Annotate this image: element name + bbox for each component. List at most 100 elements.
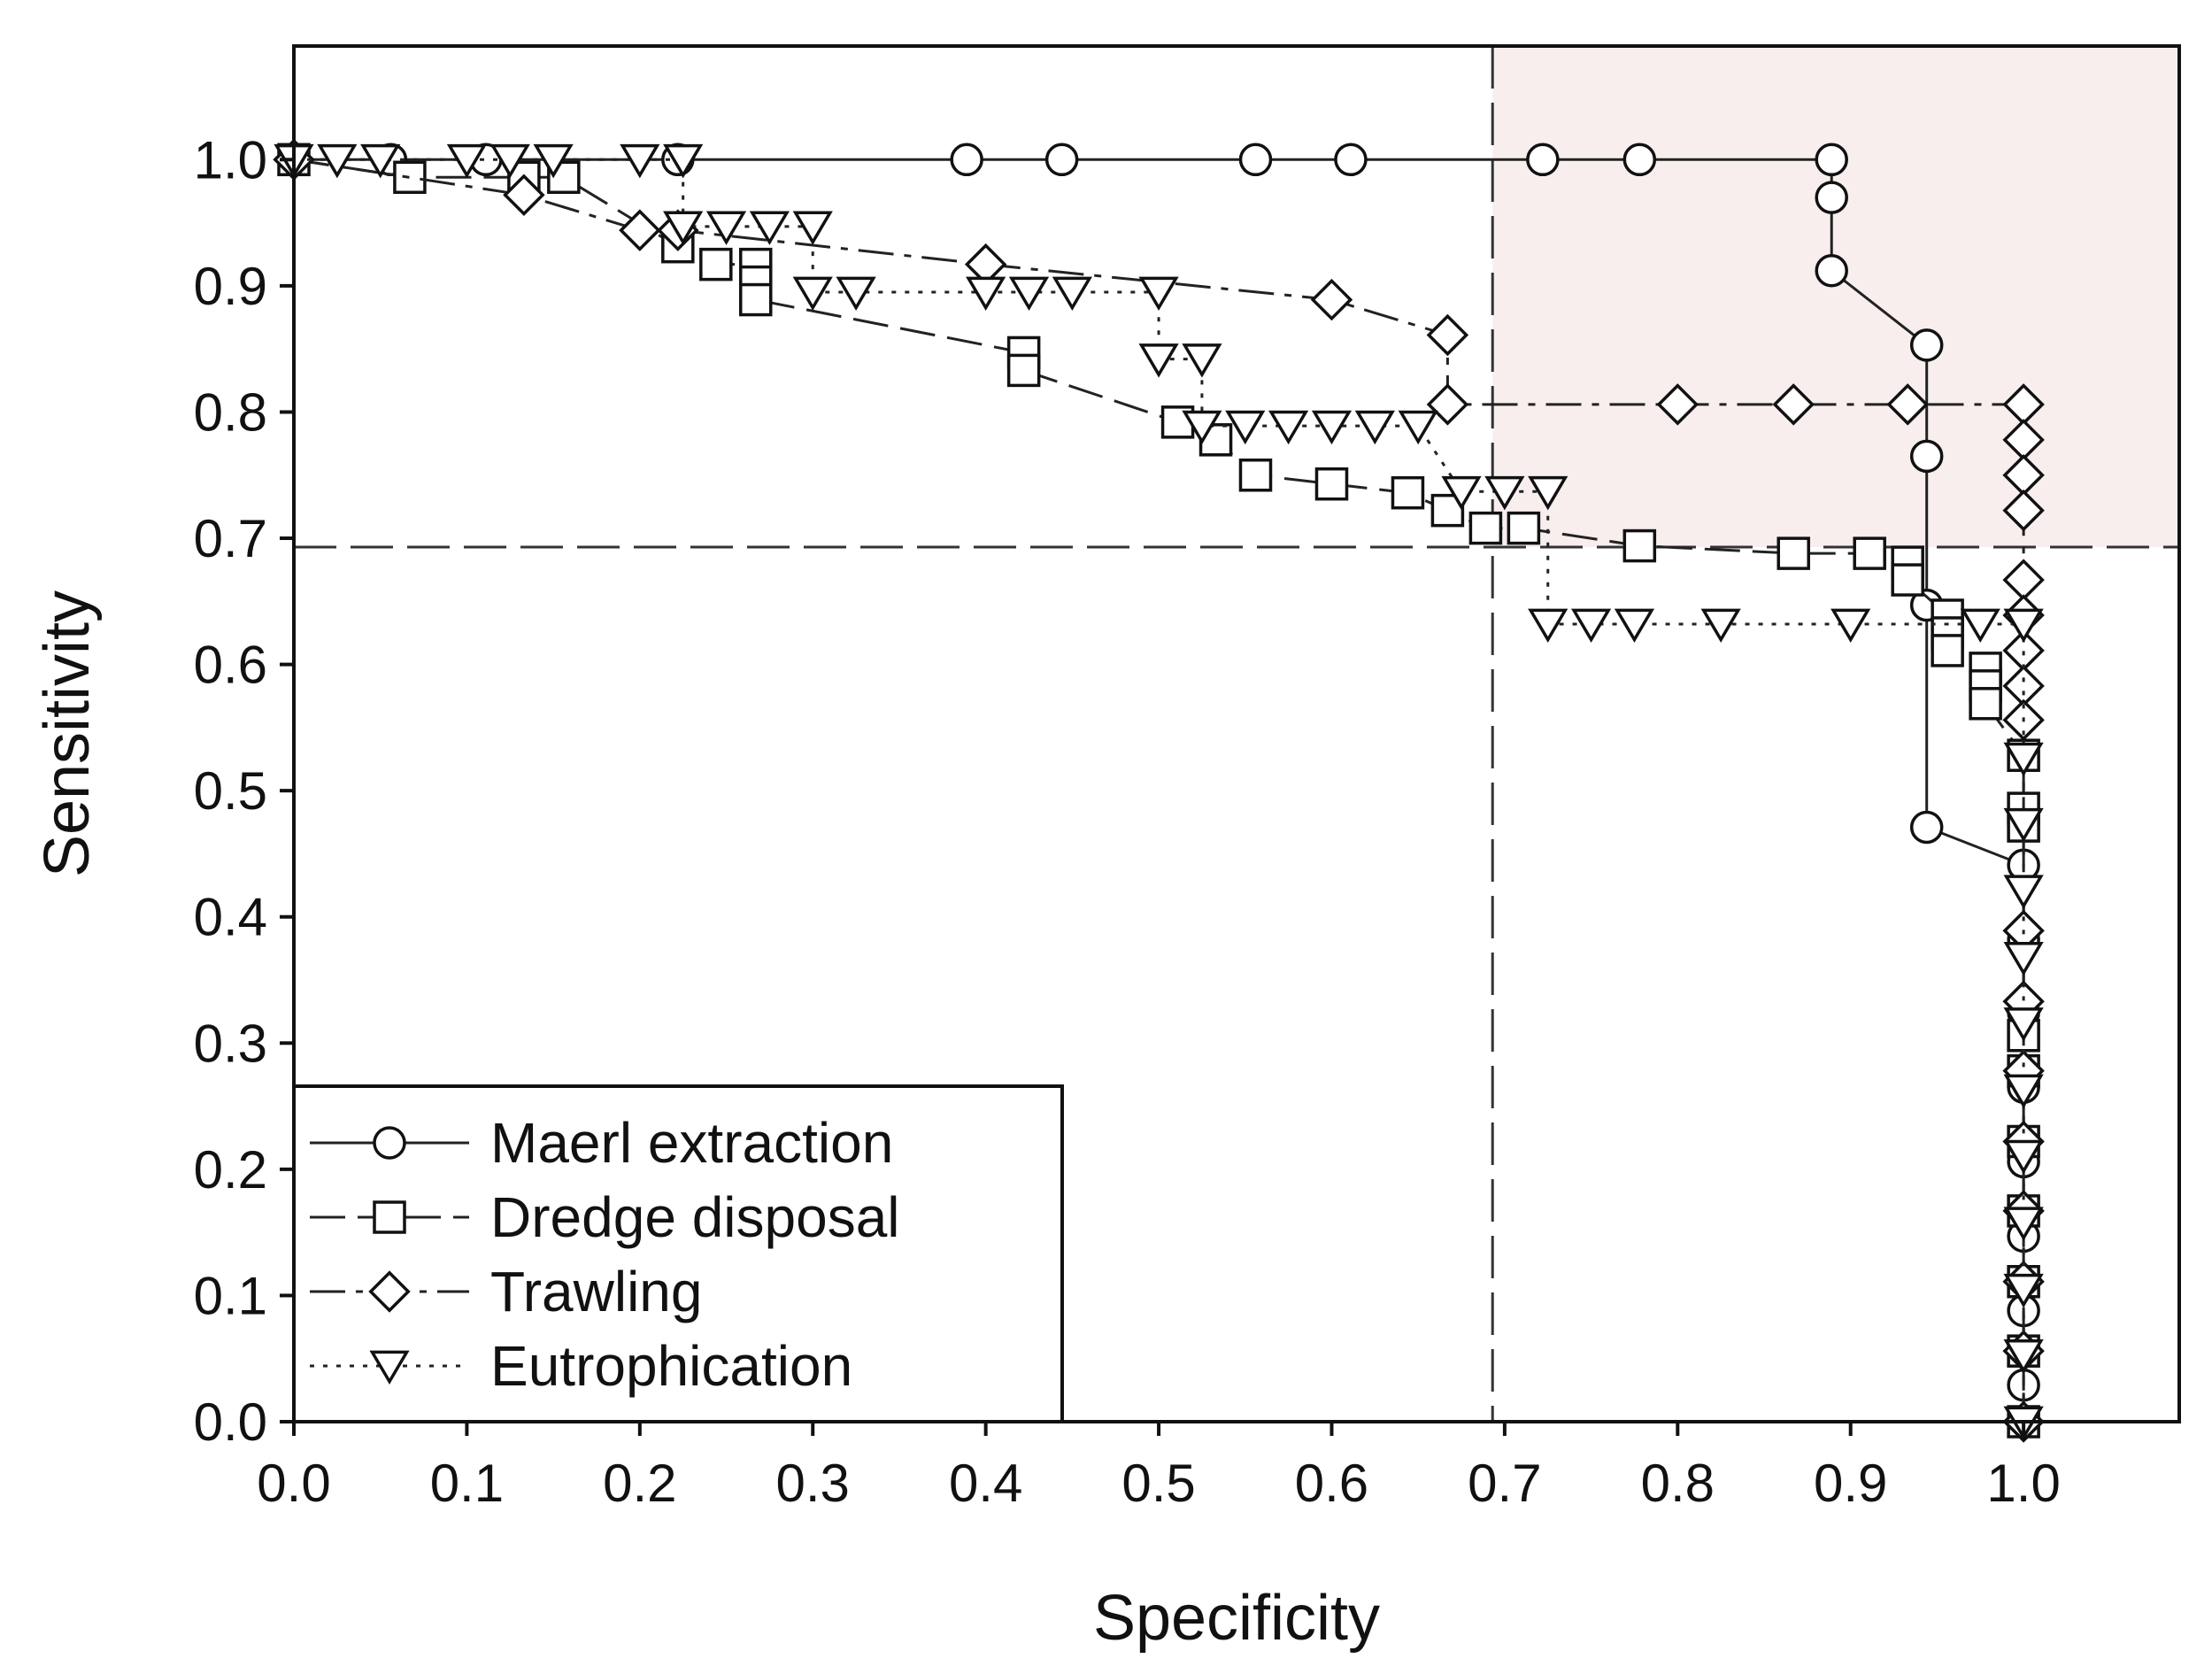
data-point-circle [950, 143, 983, 177]
data-point-square [1853, 536, 1886, 570]
data-point-triangle-down [836, 276, 876, 312]
data-point-circle [1238, 143, 1273, 177]
data-point-diamond [619, 209, 661, 251]
data-point-diamond [1886, 383, 1929, 426]
legend-label: Dredge disposal [490, 1185, 900, 1249]
data-point-triangle-down [705, 211, 747, 245]
legend-marker-diamond [368, 1270, 411, 1313]
x-tick-label: 0.5 [1121, 1454, 1195, 1513]
data-point-triangle-down [317, 143, 358, 179]
data-point-triangle-down [1614, 608, 1655, 644]
x-axis-title: Specificity [1093, 1583, 1380, 1654]
data-point-circle [1044, 143, 1079, 177]
data-point-square [699, 247, 733, 282]
data-point-triangle-down [1441, 475, 1482, 511]
data-point-triangle-down [1484, 475, 1525, 511]
y-tick-label: 0.5 [194, 761, 267, 821]
data-point-triangle-down [446, 143, 488, 179]
optimal-region [1492, 46, 2179, 547]
data-point-circle [1334, 143, 1368, 177]
data-point-circle [1815, 254, 1848, 288]
data-point-triangle-down [1138, 276, 1179, 312]
data-point-triangle-down [1960, 608, 2000, 644]
data-point-circle [1622, 143, 1657, 177]
x-tick-label: 0.2 [603, 1454, 676, 1513]
y-tick-label: 0.9 [194, 257, 267, 316]
y-tick-label: 0.4 [194, 888, 267, 947]
data-point-square [1969, 687, 2002, 721]
data-point-square [1507, 511, 1541, 545]
data-point-triangle-down [1398, 410, 1438, 445]
data-point-triangle-down [620, 143, 660, 179]
data-point-square [739, 282, 773, 317]
data-point-diamond [1426, 313, 1469, 357]
data-point-triangle-down [1700, 608, 1741, 644]
y-tick-label: 0.6 [194, 636, 267, 695]
data-point-square [1622, 528, 1657, 563]
x-tick-label: 0.4 [949, 1454, 1022, 1513]
data-point-triangle-down [360, 143, 401, 179]
data-point-triangle-down [792, 211, 833, 245]
data-point-square [393, 160, 427, 195]
data-point-triangle-down [1182, 343, 1222, 378]
data-point-circle [1909, 810, 1944, 845]
y-tick-label: 0.1 [194, 1266, 267, 1325]
data-point-triangle-down [2003, 1074, 2044, 1109]
data-point-triangle-down [2003, 1273, 2044, 1308]
legend-label: Eutrophication [490, 1334, 852, 1398]
x-tick-label: 0.1 [430, 1454, 504, 1513]
y-tick-label: 0.2 [194, 1140, 267, 1200]
legend-label: Trawling [490, 1260, 702, 1323]
x-tick-label: 0.6 [1295, 1454, 1368, 1513]
data-point-square [1468, 511, 1503, 545]
data-point-triangle-down [2003, 1339, 2044, 1374]
data-point-triangle-down [1225, 410, 1266, 445]
data-point-triangle-down [533, 143, 574, 179]
plot-area-frame [292, 44, 2181, 1423]
series-eutrophication [274, 143, 2044, 1441]
data-point-triangle-down [1528, 475, 1568, 511]
data-point-diamond [2002, 489, 2045, 532]
data-point-diamond [1310, 278, 1353, 321]
data-point-triangle-down [1528, 608, 1568, 644]
data-point-square [1238, 458, 1273, 492]
data-point-square [1314, 467, 1349, 501]
data-point-triangle-down [1008, 276, 1050, 312]
y-tick-label: 0.0 [194, 1392, 267, 1452]
data-point-square [1006, 353, 1041, 388]
data-point-triangle-down [489, 143, 530, 179]
data-point-circle [1815, 181, 1848, 214]
data-point-diamond [1426, 383, 1469, 426]
data-point-triangle-down [1052, 276, 1092, 312]
data-point-circle [1909, 439, 1944, 474]
data-point-triangle-down [2003, 941, 2044, 976]
x-tick-label: 0.7 [1468, 1454, 1541, 1513]
data-point-diamond [503, 174, 545, 216]
data-point-square [1777, 536, 1810, 570]
data-point-triangle-down [2003, 1207, 2044, 1241]
data-point-triangle-down [663, 211, 704, 245]
data-point-triangle-down [2003, 1139, 2044, 1175]
data-point-square [1391, 475, 1425, 510]
data-point-triangle-down [2003, 807, 2044, 843]
data-point-triangle-down [2003, 875, 2044, 909]
data-point-triangle-down [1311, 410, 1353, 445]
y-tick-label: 0.7 [194, 509, 267, 568]
y-tick-label: 0.3 [194, 1014, 267, 1073]
data-point-triangle-down [2003, 1007, 2044, 1042]
data-point-triangle-down [1138, 343, 1179, 378]
legend-label: Maerl extraction [490, 1111, 893, 1175]
data-point-triangle-down [2003, 608, 2044, 644]
data-point-circle [1815, 143, 1848, 177]
data-point-triangle-down [663, 143, 704, 179]
legend-marker-square [373, 1200, 406, 1234]
data-point-circle [1526, 143, 1560, 177]
data-point-circle [1909, 328, 1944, 362]
x-tick-label: 0.0 [257, 1454, 330, 1513]
data-point-triangle-down [1830, 608, 1871, 644]
legend: Maerl extraction Dredge disposal Trawling E… [292, 1084, 1064, 1423]
x-tick-label: 0.3 [776, 1454, 850, 1513]
data-point-square [1931, 634, 1964, 667]
y-tick-label: 1.0 [194, 130, 267, 189]
